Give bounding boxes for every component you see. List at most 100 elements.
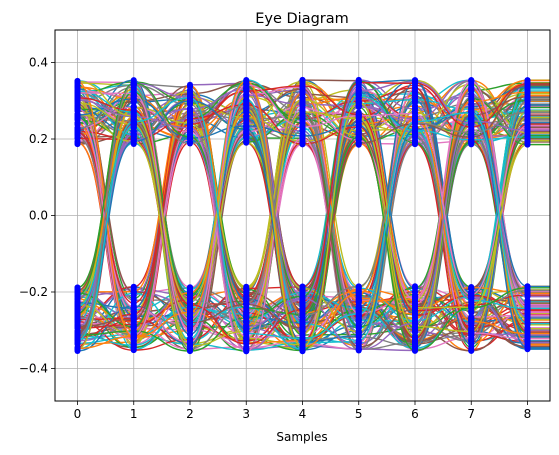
sample-marker	[355, 316, 362, 323]
sample-marker	[130, 347, 137, 354]
sample-marker	[299, 108, 306, 115]
sample-marker	[524, 344, 531, 351]
sample-marker	[524, 89, 531, 96]
sample-marker	[299, 306, 306, 313]
trace-line	[77, 99, 550, 351]
sample-marker	[130, 305, 137, 312]
trace-line	[77, 91, 550, 350]
y-tick-label: −0.4	[19, 361, 48, 375]
sample-marker	[130, 131, 137, 138]
sample-marker	[524, 284, 531, 291]
sample-marker	[243, 106, 250, 113]
sample-marker	[412, 347, 418, 354]
sample-marker	[524, 313, 531, 320]
sample-marker	[412, 105, 418, 112]
sample-marker	[468, 297, 475, 304]
sample-marker	[412, 296, 418, 303]
sample-marker	[524, 137, 531, 144]
sample-marker	[243, 88, 250, 95]
sample-marker	[468, 341, 475, 348]
sample-marker	[187, 105, 193, 112]
sample-marker	[412, 84, 418, 91]
sample-marker	[243, 301, 250, 308]
sample-marker	[468, 83, 475, 90]
sample-marker	[524, 335, 531, 342]
sample-marker	[74, 135, 81, 142]
sample-marker	[355, 290, 362, 297]
sample-marker	[187, 88, 193, 95]
sample-marker	[468, 103, 475, 110]
sample-marker	[74, 89, 81, 96]
sample-marker	[74, 328, 81, 335]
sample-marker	[130, 107, 137, 114]
sample-marker	[355, 140, 362, 147]
sample-marker	[468, 284, 475, 291]
sample-marker	[468, 328, 475, 335]
sample-marker	[412, 80, 418, 87]
sample-marker	[243, 314, 250, 321]
sample-marker	[130, 113, 137, 120]
sample-marker	[299, 96, 306, 103]
x-tick-label: 7	[467, 407, 475, 421]
sample-marker	[355, 122, 362, 129]
sample-marker	[187, 94, 193, 101]
y-tick-label: 0.2	[29, 132, 48, 146]
sample-marker	[74, 314, 81, 321]
sample-marker	[299, 335, 306, 342]
x-tick-label: 0	[74, 407, 82, 421]
sample-marker	[468, 93, 475, 100]
sample-marker	[74, 337, 81, 344]
sample-marker	[299, 312, 306, 319]
sample-marker	[299, 119, 306, 126]
sample-marker	[468, 117, 475, 124]
sample-marker	[355, 92, 362, 99]
sample-marker	[243, 81, 250, 88]
sample-marker	[468, 78, 475, 85]
sample-marker	[524, 109, 531, 116]
sample-marker	[355, 112, 362, 119]
sample-marker	[524, 132, 531, 139]
sample-marker	[299, 132, 306, 139]
sample-marker	[130, 90, 137, 97]
sample-marker	[524, 325, 531, 332]
sample-marker	[74, 292, 81, 299]
sample-marker	[187, 82, 193, 89]
sample-marker	[355, 310, 362, 317]
sample-marker	[524, 127, 531, 134]
sample-marker	[130, 327, 137, 334]
sample-marker	[74, 78, 81, 85]
x-tick-label: 6	[411, 407, 419, 421]
sample-marker	[74, 323, 81, 330]
x-axis-label: Samples	[276, 430, 327, 444]
sample-marker	[299, 140, 306, 147]
sample-marker	[130, 95, 137, 102]
sample-marker	[355, 337, 362, 344]
sample-marker	[187, 309, 193, 316]
sample-marker	[524, 330, 531, 337]
x-axis-ticks: 0 1 2 3 4 5 6 7 8	[74, 401, 532, 421]
sample-marker	[468, 124, 475, 131]
sample-marker	[355, 283, 362, 290]
sample-marker	[468, 109, 475, 116]
x-tick-label: 3	[242, 407, 250, 421]
sample-marker	[468, 129, 475, 136]
sample-marker	[412, 320, 418, 327]
sample-marker	[243, 335, 250, 342]
sample-marker	[187, 289, 193, 296]
sample-marker	[130, 334, 137, 341]
sample-marker	[468, 318, 475, 325]
x-tick-label: 4	[299, 407, 307, 421]
sample-marker	[243, 330, 250, 337]
sample-marker	[355, 87, 362, 94]
x-tick-label: 8	[524, 407, 532, 421]
sample-marker	[74, 345, 81, 352]
sample-marker	[355, 332, 362, 339]
sample-marker	[187, 326, 193, 333]
sample-marker	[299, 123, 306, 130]
sample-marker	[524, 93, 531, 100]
sample-marker	[355, 79, 362, 86]
sample-marker	[74, 115, 81, 122]
sample-marker	[355, 104, 362, 111]
sample-marker	[412, 342, 418, 349]
sample-marker	[412, 284, 418, 291]
